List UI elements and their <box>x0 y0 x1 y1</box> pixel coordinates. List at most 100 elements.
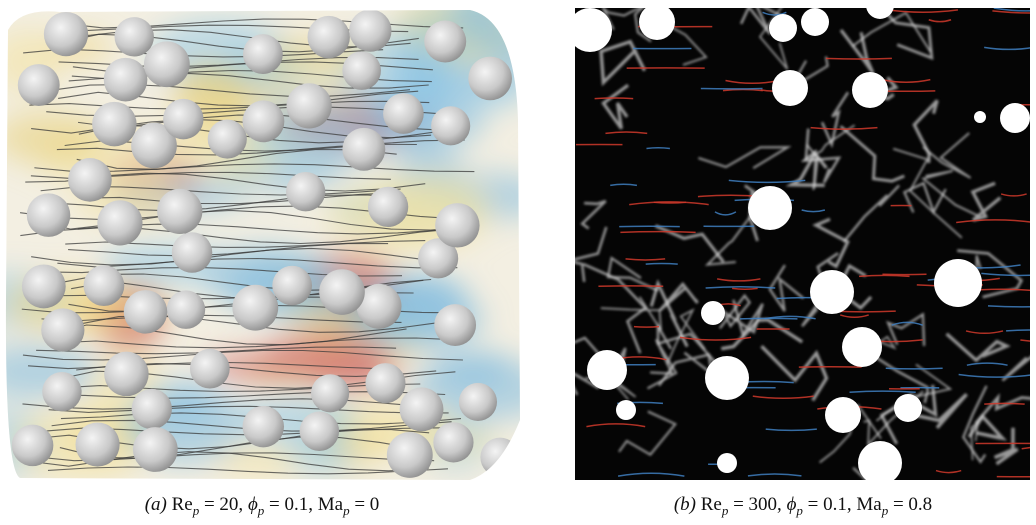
particle <box>435 203 479 247</box>
vortex-contour <box>654 202 686 203</box>
panel-b-image <box>555 0 1036 503</box>
particle <box>705 356 749 400</box>
caption-symbol: ϕ <box>248 494 258 515</box>
particle <box>307 16 349 58</box>
vortex-contour <box>1006 330 1036 331</box>
particle <box>144 41 190 87</box>
particle <box>243 34 283 74</box>
particle <box>190 349 230 389</box>
caption-text: = 0 <box>350 494 380 515</box>
particle <box>748 186 792 230</box>
caption-symbol: Ma <box>856 494 882 515</box>
particle <box>75 422 119 466</box>
particle <box>934 259 982 307</box>
particle <box>104 352 149 397</box>
particle <box>232 285 278 331</box>
particle <box>163 99 203 139</box>
particle <box>480 438 519 477</box>
particle <box>701 301 725 325</box>
particle <box>387 432 433 478</box>
caption-label: (a) <box>145 494 172 515</box>
particle <box>431 106 470 145</box>
particle <box>41 308 84 351</box>
particle <box>68 158 112 202</box>
particle <box>287 83 332 128</box>
caption-text: = 300, <box>728 494 786 515</box>
particle <box>132 389 172 429</box>
particle <box>300 411 339 450</box>
particle <box>801 8 829 36</box>
caption-symbol: Re <box>701 494 722 515</box>
particle <box>167 290 206 329</box>
particle <box>842 327 882 367</box>
particle <box>124 290 168 334</box>
particle <box>858 441 902 485</box>
particle <box>242 406 284 448</box>
particle <box>825 397 861 433</box>
particle <box>44 12 88 56</box>
caption-a: (a) Rep = 20, ϕp = 0.1, Map = 0 <box>145 494 380 518</box>
particle <box>368 187 408 227</box>
particle <box>433 422 473 462</box>
vortex-contour <box>826 58 892 59</box>
caption-symbol: Re <box>172 494 193 515</box>
vortex-contour <box>620 232 695 233</box>
particle <box>115 17 154 56</box>
particle <box>810 270 854 314</box>
particle <box>92 102 136 146</box>
particle <box>434 304 476 346</box>
particle <box>286 172 325 211</box>
particle <box>1000 103 1030 133</box>
particle <box>208 120 247 159</box>
particle <box>243 100 285 142</box>
particle <box>22 265 66 309</box>
particle <box>639 4 675 40</box>
vortex-contour <box>886 368 943 369</box>
particle <box>133 427 178 472</box>
particle <box>342 128 385 171</box>
particle <box>319 269 365 315</box>
caption-symbol: Ma <box>318 494 344 515</box>
caption-text: = 0.1, <box>264 494 317 515</box>
particle <box>852 72 888 108</box>
particle <box>97 200 142 245</box>
particle <box>27 193 71 237</box>
caption-text: = 0.8 <box>888 494 932 515</box>
particle <box>172 232 213 273</box>
particle <box>400 387 444 431</box>
particle <box>894 394 922 422</box>
particle <box>424 20 466 62</box>
vortex-contour <box>595 98 634 99</box>
particle <box>459 383 497 421</box>
vortex-contour <box>646 263 678 264</box>
flow-blob <box>432 351 514 385</box>
particle <box>84 265 125 306</box>
caption-b: (b) Rep = 300, ϕp = 0.1, Map = 0.8 <box>674 494 932 518</box>
caption-text: = 20, <box>199 494 248 515</box>
vortex-contour <box>984 403 1024 404</box>
caption-symbol: ϕ <box>787 494 797 515</box>
particle <box>616 400 636 420</box>
particle <box>772 70 808 106</box>
particle <box>717 453 737 473</box>
particle <box>468 57 512 101</box>
figure: (a) Rep = 20, ϕp = 0.1, Map = 0 (b) Rep … <box>0 0 1036 525</box>
caption-text: = 0.1, <box>803 494 856 515</box>
particle <box>383 93 424 134</box>
particle <box>349 9 391 51</box>
panel-a-image <box>0 0 554 485</box>
caption-label: (b) <box>674 494 701 515</box>
particle <box>18 64 60 106</box>
vortex-contour <box>646 148 669 149</box>
particle <box>365 363 405 403</box>
particle <box>568 8 612 52</box>
particle <box>974 111 986 123</box>
particle <box>272 266 312 306</box>
particle <box>311 374 349 412</box>
particle <box>157 189 202 234</box>
particle <box>769 14 797 42</box>
particle <box>104 58 148 102</box>
particle <box>12 425 54 467</box>
particle <box>587 350 627 390</box>
particle <box>42 372 81 411</box>
